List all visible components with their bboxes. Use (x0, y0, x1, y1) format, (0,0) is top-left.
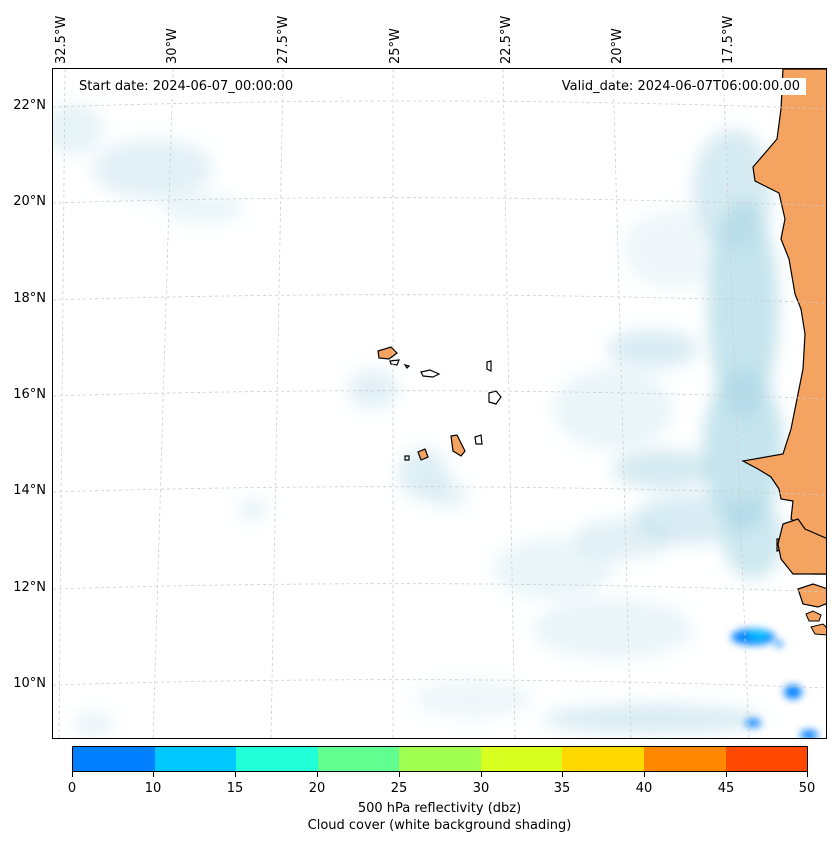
lon-label: 17.5°W (721, 15, 736, 64)
reflectivity-echoes (731, 629, 818, 738)
colorbar-tick (235, 772, 236, 777)
island-sal (486, 360, 492, 372)
colorbar-tick (399, 772, 400, 777)
colorbar-sublabel: Cloud cover (white background shading) (307, 818, 572, 833)
guinea-southern-coast (797, 583, 826, 608)
colorbar-tick-label: 10 (144, 781, 162, 796)
lon-label: 22.5°W (499, 15, 514, 64)
colorbar-label: 500 hPa reflectivity (dbz) (357, 801, 522, 816)
land (741, 69, 826, 636)
island-santo-antao (377, 346, 398, 360)
island-boa-vista (488, 390, 502, 405)
lat-label: 16°N (13, 387, 46, 402)
lon-label: 25°W (388, 28, 403, 64)
colorbar-tick (807, 772, 808, 777)
lon-label: 32.5°W (54, 15, 69, 64)
island-santa-luzia (403, 364, 411, 369)
colorbar-segment (643, 747, 726, 771)
colorbar-tick-label: 25 (390, 781, 408, 796)
colorbar-tick-label: 0 (67, 781, 77, 796)
colorbar-segment (480, 747, 563, 771)
colorbar-tick (317, 772, 318, 777)
colorbar-segment (725, 747, 808, 771)
guinea-coast (777, 518, 826, 575)
colorbar-tick (72, 772, 73, 777)
colorbar-segment (154, 747, 237, 771)
colorbar-tick-label: 45 (717, 781, 735, 796)
bijagos-island (805, 610, 822, 622)
island-brava (404, 455, 410, 461)
lat-label: 20°N (13, 194, 46, 209)
lat-label: 12°N (13, 580, 46, 595)
colorbar-segment (562, 747, 644, 771)
colorbar-tick-label: 30 (472, 781, 490, 796)
start-date-label: Start date: 2024-06-07_00:00:00 (73, 78, 300, 95)
island-maio (474, 434, 483, 445)
lat-label: 22°N (13, 98, 46, 113)
colorbar-tick-label: 20 (308, 781, 326, 796)
colorbar-tick (644, 772, 645, 777)
colorbar-tick-label: 50 (798, 781, 816, 796)
gridlines (53, 69, 826, 738)
lat-label: 18°N (13, 291, 46, 306)
map-canvas (53, 69, 826, 738)
colorbar-tick-label: 40 (635, 781, 653, 796)
colorbar-tick-label: 35 (553, 781, 571, 796)
cape-verde-islands (377, 346, 502, 461)
map-frame: Start date: 2024-06-07_00:00:00 Valid_da… (52, 68, 827, 739)
colorbar-tick (726, 772, 727, 777)
reflectivity-colorbar (72, 746, 808, 772)
coast-islet (810, 623, 826, 636)
island-sao-nicolau (420, 369, 441, 378)
lat-label: 14°N (13, 483, 46, 498)
lon-label: 30°W (165, 28, 180, 64)
lat-label: 10°N (13, 676, 46, 691)
island-sao-vicente (389, 359, 400, 366)
colorbar-segment (399, 747, 481, 771)
colorbar-segment (236, 747, 318, 771)
island-fogo (417, 448, 429, 461)
lon-label: 27.5°W (276, 15, 291, 64)
colorbar-segment (73, 747, 155, 771)
lon-label: 20°W (610, 28, 625, 64)
valid-date-label: Valid_date: 2024-06-07T06:00:00.00 (555, 78, 806, 95)
colorbar-tick (562, 772, 563, 777)
island-santiago (450, 434, 466, 457)
colorbar-tick-label: 15 (226, 781, 244, 796)
colorbar-segment (317, 747, 400, 771)
colorbar-tick (481, 772, 482, 777)
colorbar-tick (153, 772, 154, 777)
